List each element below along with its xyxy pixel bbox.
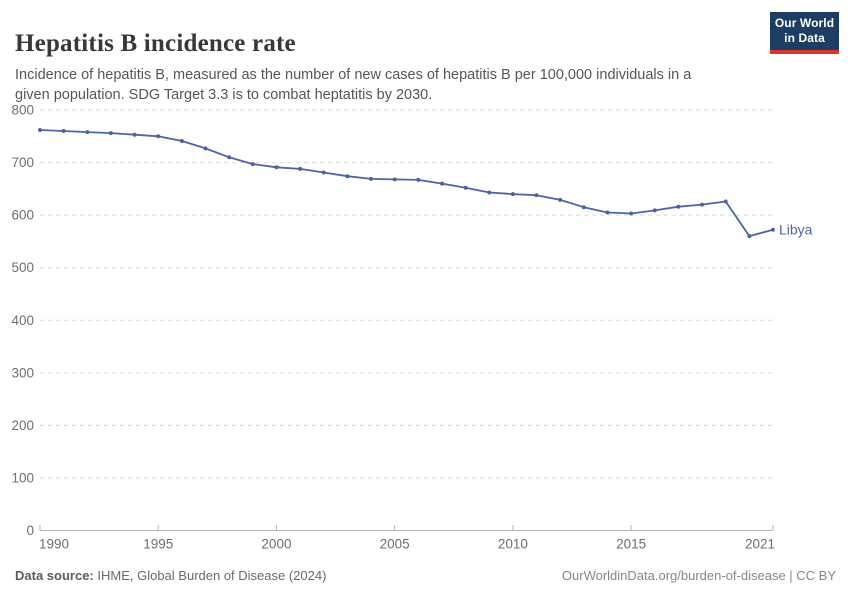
y-tick-label: 300 xyxy=(11,365,34,380)
y-tick-label: 0 xyxy=(26,523,34,538)
data-point xyxy=(321,170,326,175)
data-point xyxy=(558,197,563,202)
data-point xyxy=(487,190,492,195)
data-point xyxy=(369,176,373,181)
data-point xyxy=(581,205,586,210)
data-point xyxy=(416,177,421,182)
y-axis-labels: 0 100 200 300 400 500 600 700 800 xyxy=(11,103,34,539)
page-title: Hepatitis B incidence rate xyxy=(15,29,296,57)
x-tick-label: 2000 xyxy=(261,537,291,552)
y-tick-label: 800 xyxy=(11,103,34,118)
x-tick-label: 2010 xyxy=(498,537,528,552)
x-tick-label: 2005 xyxy=(380,537,410,552)
data-point xyxy=(203,146,208,151)
data-line-libya xyxy=(39,129,774,238)
data-point xyxy=(345,174,350,179)
data-point xyxy=(534,193,539,198)
data-point xyxy=(85,130,90,135)
y-gridlines xyxy=(40,109,773,479)
data-point xyxy=(676,204,681,209)
y-tick-label: 600 xyxy=(11,208,34,223)
owid-logo-accent-bar xyxy=(770,49,839,54)
owid-logo-text: Our World in Data xyxy=(770,12,839,50)
data-points-libya xyxy=(38,128,775,239)
x-tick-label: 1995 xyxy=(143,537,173,552)
data-point xyxy=(605,210,610,215)
data-point xyxy=(274,165,279,170)
data-point xyxy=(38,128,42,132)
y-tick-label: 500 xyxy=(11,260,34,275)
data-point xyxy=(440,181,444,186)
x-tick-label: 2015 xyxy=(616,537,646,552)
data-point xyxy=(463,185,468,190)
data-point xyxy=(61,129,66,133)
y-tick-label: 100 xyxy=(11,470,34,485)
series-end-label: Libya xyxy=(779,221,813,237)
data-point xyxy=(227,155,232,160)
data-point xyxy=(747,234,752,239)
data-point xyxy=(723,199,728,204)
data-source-note: Data source: IHME, Global Burden of Dise… xyxy=(15,568,326,583)
data-point xyxy=(132,132,137,137)
data-source-label: Data source: xyxy=(15,568,94,583)
data-point xyxy=(108,131,113,136)
data-point xyxy=(392,177,397,182)
y-tick-label: 700 xyxy=(11,155,34,170)
data-point xyxy=(700,202,705,207)
data-point xyxy=(298,166,303,171)
y-tick-label: 200 xyxy=(11,418,34,433)
data-point xyxy=(510,192,515,197)
owid-logo[interactable]: Our World in Data xyxy=(770,12,839,54)
y-tick-label: 400 xyxy=(11,313,34,328)
data-source-value: IHME, Global Burden of Disease (2024) xyxy=(97,568,327,583)
data-point xyxy=(250,162,255,167)
chart-footer: Data source: IHME, Global Burden of Dise… xyxy=(15,568,836,583)
x-axis xyxy=(39,525,774,531)
chart-subtitle: Incidence of hepatitis B, measured as th… xyxy=(15,66,692,104)
x-tick-label: 1990 xyxy=(39,537,69,552)
data-point xyxy=(629,211,634,216)
data-point xyxy=(771,227,775,232)
data-point xyxy=(652,208,657,213)
data-point xyxy=(156,134,161,139)
x-tick-label: 2021 xyxy=(745,537,775,552)
owid-credit-link[interactable]: OurWorldinData.org/burden-of-disease | C… xyxy=(561,568,836,583)
x-axis-labels: 1990 1995 2000 2005 2010 2015 2021 xyxy=(39,537,775,552)
data-point xyxy=(179,139,184,143)
